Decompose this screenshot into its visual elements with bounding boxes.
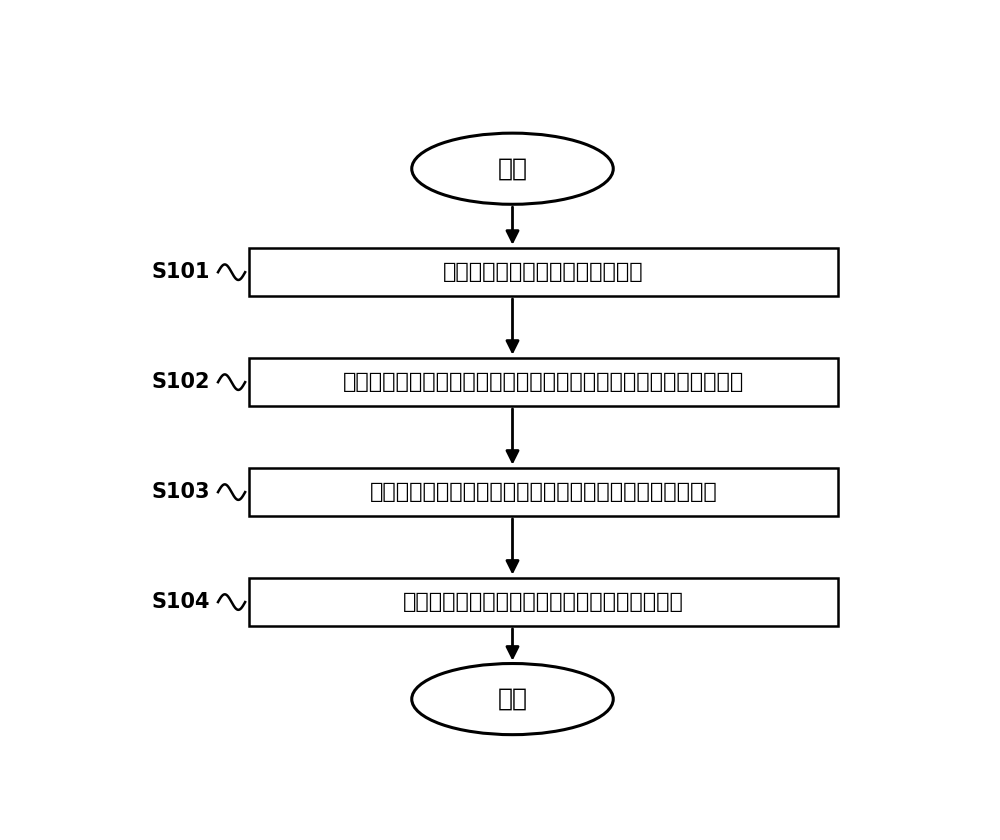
Text: 开始: 开始 <box>498 157 528 181</box>
Text: 监控设定用户的表情、声音、动作: 监控设定用户的表情、声音、动作 <box>443 262 644 282</box>
Bar <box>249 358 838 407</box>
Bar <box>249 578 838 627</box>
Text: S101: S101 <box>152 262 210 282</box>
Text: 根据所述确定的语音控制方式进行车辆人机交互: 根据所述确定的语音控制方式进行车辆人机交互 <box>403 592 684 612</box>
Text: S102: S102 <box>152 372 210 392</box>
Ellipse shape <box>412 664 613 735</box>
Text: S104: S104 <box>152 592 210 612</box>
Text: 结束: 结束 <box>498 687 528 711</box>
Text: 根据所述设定用户的表情、声音或动作确定设定用户当前的情绪状态: 根据所述设定用户的表情、声音或动作确定设定用户当前的情绪状态 <box>343 372 744 392</box>
Bar <box>249 468 838 517</box>
Ellipse shape <box>412 133 613 204</box>
Bar <box>249 248 838 297</box>
Text: S103: S103 <box>152 482 210 502</box>
Text: 根据所述设定用户当前的情绪状态确定车辆的语音控制方式: 根据所述设定用户当前的情绪状态确定车辆的语音控制方式 <box>370 482 717 502</box>
